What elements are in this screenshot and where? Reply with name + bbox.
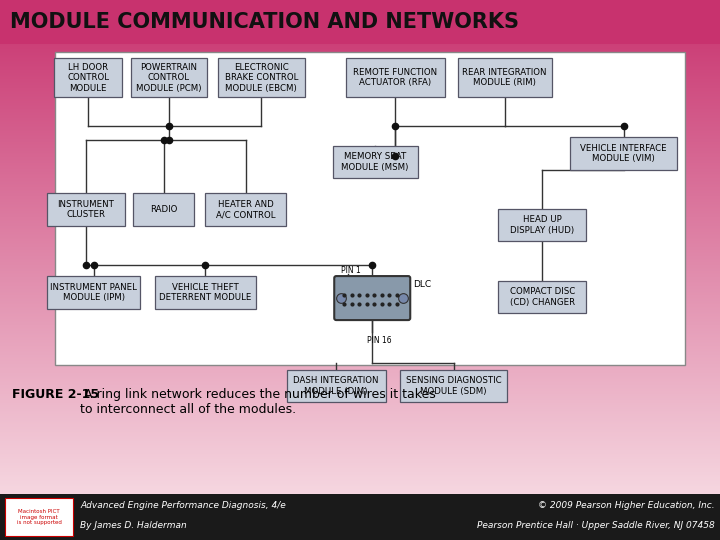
Text: Macintosh PICT
image format
is not supported: Macintosh PICT image format is not suppo… <box>17 509 61 525</box>
Text: FIGURE 2-15: FIGURE 2-15 <box>12 388 99 401</box>
Bar <box>205 193 286 226</box>
Bar <box>55 52 685 365</box>
Text: By James D. Halderman: By James D. Halderman <box>80 522 186 530</box>
Bar <box>133 193 194 226</box>
Text: MEMORY SEAT
MODULE (MSM): MEMORY SEAT MODULE (MSM) <box>341 152 409 172</box>
Text: POWERTRAIN
CONTROL
MODULE (PCM): POWERTRAIN CONTROL MODULE (PCM) <box>136 63 202 93</box>
FancyBboxPatch shape <box>334 276 410 320</box>
Text: DLC: DLC <box>413 280 431 289</box>
Bar <box>0 0 720 44</box>
Text: PIN 1: PIN 1 <box>341 266 361 275</box>
Text: © 2009 Pearson Higher Education, Inc.: © 2009 Pearson Higher Education, Inc. <box>539 502 715 510</box>
Text: PIN 16: PIN 16 <box>367 336 392 345</box>
Text: REAR INTEGRATION
MODULE (RIM): REAR INTEGRATION MODULE (RIM) <box>462 68 547 87</box>
Bar <box>570 137 677 170</box>
Text: SENSING DIAGNOSTIC
MODULE (SDM): SENSING DIAGNOSTIC MODULE (SDM) <box>406 376 501 396</box>
Bar <box>54 58 122 97</box>
Bar <box>0 494 720 540</box>
Text: VEHICLE INTERFACE
MODULE (VIM): VEHICLE INTERFACE MODULE (VIM) <box>580 144 667 163</box>
Text: LH DOOR
CONTROL
MODULE: LH DOOR CONTROL MODULE <box>67 63 109 93</box>
Bar <box>218 58 305 97</box>
Text: MODULE COMMUNICATION AND NETWORKS: MODULE COMMUNICATION AND NETWORKS <box>10 12 519 32</box>
Bar <box>458 58 552 97</box>
Text: Pearson Prentice Hall · Upper Saddle River, NJ 07458: Pearson Prentice Hall · Upper Saddle Riv… <box>477 522 715 530</box>
Bar <box>498 281 586 313</box>
Text: ELECTRONIC
BRAKE CONTROL
MODULE (EBCM): ELECTRONIC BRAKE CONTROL MODULE (EBCM) <box>225 63 298 93</box>
Text: HEAD UP
DISPLAY (HUD): HEAD UP DISPLAY (HUD) <box>510 215 575 235</box>
Bar <box>131 58 207 97</box>
Bar <box>498 209 586 241</box>
Text: INSTRUMENT
CLUSTER: INSTRUMENT CLUSTER <box>58 200 114 219</box>
Bar <box>400 370 507 402</box>
Bar <box>287 370 386 402</box>
Text: RADIO: RADIO <box>150 205 178 214</box>
Text: INSTRUMENT PANEL
MODULE (IPM): INSTRUMENT PANEL MODULE (IPM) <box>50 283 137 302</box>
Bar <box>155 276 256 309</box>
Bar <box>333 146 418 178</box>
Text: VEHICLE THEFT
DETERRENT MODULE: VEHICLE THEFT DETERRENT MODULE <box>159 283 251 302</box>
Bar <box>47 193 125 226</box>
Text: HEATER AND
A/C CONTROL: HEATER AND A/C CONTROL <box>216 200 275 219</box>
Text: Advanced Engine Performance Diagnosis, 4/e: Advanced Engine Performance Diagnosis, 4… <box>80 502 286 510</box>
Text: COMPACT DISC
(CD) CHANGER: COMPACT DISC (CD) CHANGER <box>510 287 575 307</box>
Text: REMOTE FUNCTION
ACTUATOR (RFA): REMOTE FUNCTION ACTUATOR (RFA) <box>354 68 437 87</box>
Text: A ring link network reduces the number of wires it takes
to interconnect all of : A ring link network reduces the number o… <box>80 388 436 416</box>
Bar <box>5 498 73 536</box>
Text: DASH INTEGRATION
MODULE (DIM): DASH INTEGRATION MODULE (DIM) <box>294 376 379 396</box>
Bar <box>47 276 140 309</box>
Bar <box>346 58 445 97</box>
